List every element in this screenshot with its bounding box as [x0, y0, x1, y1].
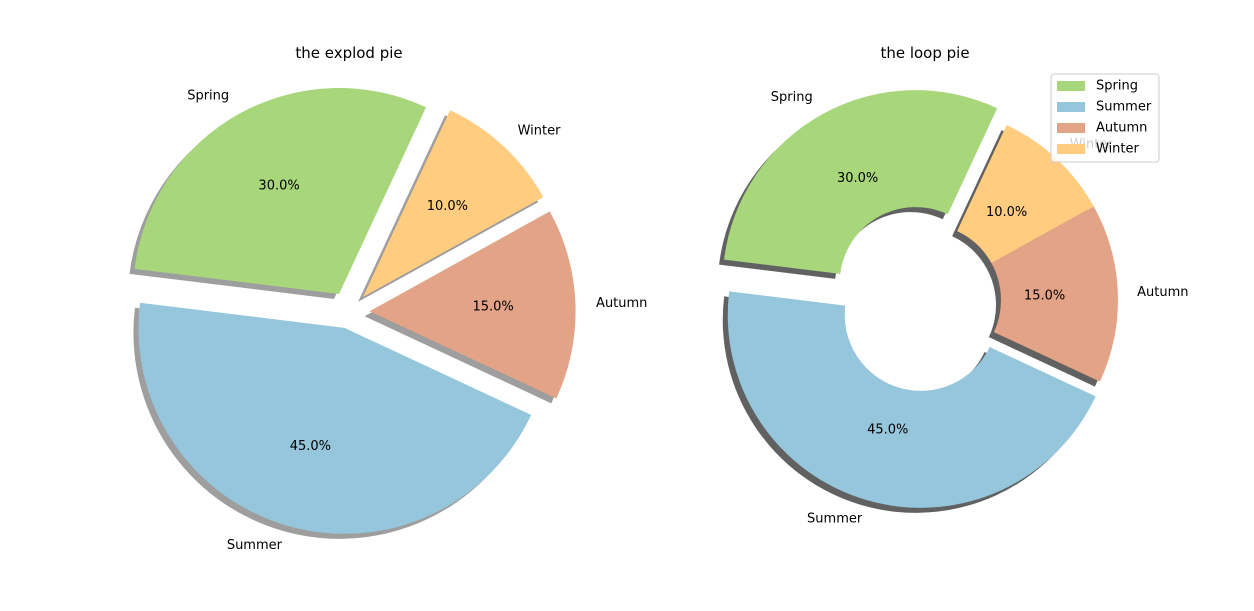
percent-label-winter: 10.0%: [427, 199, 468, 214]
percent-label-winter: 10.0%: [986, 205, 1027, 220]
pie-wedge-spring: [724, 90, 998, 274]
pie-wedge-spring: [134, 87, 427, 294]
pie-wedge-winter: [957, 125, 1094, 264]
chart-title: the explod pie: [295, 44, 402, 62]
percent-label-summer: 45.0%: [290, 439, 331, 454]
pie-wedge-autumn: [991, 206, 1118, 382]
category-label-autumn: Autumn: [596, 296, 647, 311]
category-label-summer: Summer: [227, 538, 283, 553]
category-label-spring: Spring: [187, 88, 229, 103]
legend-label-winter: Winter: [1096, 142, 1140, 157]
chart-title: the loop pie: [880, 44, 969, 62]
loop-pie-chart: the loop pie Spring 30.0% Summer 45.0% Autum…: [719, 44, 1189, 526]
legend-swatch-autumn: [1057, 123, 1085, 133]
legend-swatch-summer: [1057, 102, 1085, 112]
legend-swatch-winter: [1057, 144, 1085, 154]
legend-frame: [1050, 73, 1160, 163]
pie-wedge-summer: [138, 302, 532, 534]
percent-label-summer: 45.0%: [867, 422, 908, 437]
category-label-winter: Winter: [518, 124, 562, 139]
legend-swatch-spring: [1057, 81, 1085, 91]
legend: Spring Summer Autumn Winter: [1050, 73, 1160, 163]
category-label-autumn: Autumn: [1137, 285, 1188, 300]
category-label-spring: Spring: [771, 90, 813, 105]
category-label-summer: Summer: [807, 511, 863, 526]
legend-label-autumn: Autumn: [1096, 121, 1147, 136]
legend-label-summer: Summer: [1096, 100, 1152, 115]
pie-wedge-winter: [363, 110, 544, 297]
percent-label-spring: 30.0%: [837, 171, 878, 186]
explode-pie-chart: the explod pie Spring 30.0% Summer 45.0% Aut…: [129, 44, 647, 553]
pie-wedge-summer: [727, 291, 1096, 508]
percent-label-spring: 30.0%: [258, 178, 299, 193]
pie-wedge-autumn: [369, 211, 576, 399]
percent-label-autumn: 15.0%: [472, 299, 513, 314]
percent-label-autumn: 15.0%: [1024, 288, 1065, 303]
legend-label-spring: Spring: [1096, 79, 1138, 94]
